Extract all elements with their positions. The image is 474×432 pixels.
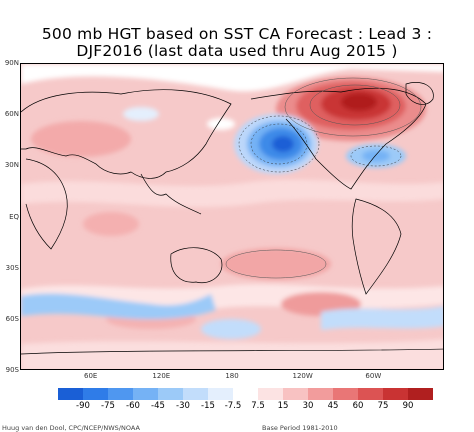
colorbar-tick-label: 45 — [327, 401, 339, 411]
colorbar-segment — [283, 388, 308, 400]
colorbar-segment — [333, 388, 358, 400]
eurasia-outline — [21, 89, 232, 179]
contour-line — [225, 249, 327, 279]
contour-line — [284, 77, 422, 137]
indian-ocean-positive — [83, 212, 139, 236]
lat-label: 60S — [5, 314, 19, 323]
colorbar — [58, 388, 433, 400]
equatorial-band — [21, 179, 443, 208]
colorbar-tick-label: 7.5 — [251, 401, 265, 411]
colorbar-tick-label: -90 — [76, 401, 90, 411]
se-asia-outline — [140, 173, 202, 215]
colorbar-segment — [208, 388, 233, 400]
lon-label: 60E — [83, 372, 98, 380]
base-period-text: Base Period 1981-2010 — [262, 424, 338, 432]
southern-pacific-low — [201, 319, 261, 339]
lon-label: 180 — [225, 372, 239, 380]
colorbar-tick-label: -30 — [176, 401, 190, 411]
colorbar-tick-label: -60 — [126, 401, 140, 411]
lon-label: 60W — [365, 372, 382, 380]
coastlines — [21, 82, 443, 355]
colorbar-tick-label: 75 — [377, 401, 389, 411]
colorbar-segment — [108, 388, 133, 400]
contour-line — [238, 115, 320, 173]
eastern-us-low-core — [362, 150, 390, 162]
map-canvas — [21, 64, 443, 369]
lon-label: 120E — [152, 372, 171, 380]
colorbar-tick-label: -45 — [151, 401, 165, 411]
colorbar-tick-label: -7.5 — [224, 401, 242, 411]
colorbar-segment — [83, 388, 108, 400]
negative-contours — [238, 115, 402, 173]
colorbar-segment — [308, 388, 333, 400]
southern-ocean-low-west — [21, 293, 216, 320]
lat-label: 90S — [5, 366, 19, 374]
colorbar-tick-label: 60 — [352, 401, 364, 411]
colorbar-segment — [258, 388, 283, 400]
africa-outline — [25, 158, 68, 250]
tropical-ridge-anomaly — [221, 248, 331, 280]
colorbar-tick-label: 90 — [402, 401, 414, 411]
chart-title-line1: 500 mb HGT based on SST CA Forecast : Le… — [41, 25, 433, 43]
southern-ocean-low-east — [321, 306, 443, 330]
lat-label: 60N — [4, 110, 19, 119]
colorbar-tick-label: -75 — [101, 401, 115, 411]
colorbar-segment — [58, 388, 83, 400]
colorbar-tick-label: 30 — [302, 401, 314, 411]
contour-line — [250, 123, 308, 165]
lat-label: 90N — [4, 59, 19, 67]
eurasia-positive — [31, 121, 131, 157]
north-america-outline — [250, 87, 427, 190]
colorbar-segment — [358, 388, 383, 400]
positive-contours — [225, 77, 422, 279]
antarctic-band — [21, 339, 443, 369]
north-america-high-core — [341, 93, 377, 111]
south-america-outline — [351, 198, 402, 295]
contour-line — [309, 84, 401, 126]
colorbar-segment — [233, 388, 258, 400]
contour-line — [350, 145, 402, 167]
colorbar-segment — [158, 388, 183, 400]
colorbar-segment — [183, 388, 208, 400]
colorbar-segment — [133, 388, 158, 400]
colorbar-tick-label: 15 — [277, 401, 289, 411]
arctic-white-band — [21, 64, 443, 92]
colorbar-tick-label: -15 — [201, 401, 215, 411]
kamchatka-neutral — [207, 118, 235, 130]
australia-outline — [170, 247, 223, 284]
greenland-outline — [405, 82, 434, 105]
lat-label: 30N — [4, 161, 19, 170]
anomaly-map — [20, 63, 444, 370]
colorbar-segment — [383, 388, 408, 400]
chart-title-line2: DJF2016 (last data used thru Aug 2015 ) — [76, 42, 398, 60]
lat-label: EQ — [9, 212, 19, 221]
colorbar-segment — [408, 388, 433, 400]
lat-label: 30S — [5, 263, 19, 272]
north-pacific-low-core — [272, 136, 294, 152]
lon-label: 120W — [292, 372, 313, 380]
siberia-neutral — [123, 107, 159, 121]
credit-text: Huug van den Dool, CPC/NCEP/NWS/NOAA — [2, 424, 140, 432]
antarctica-outline — [21, 348, 443, 355]
